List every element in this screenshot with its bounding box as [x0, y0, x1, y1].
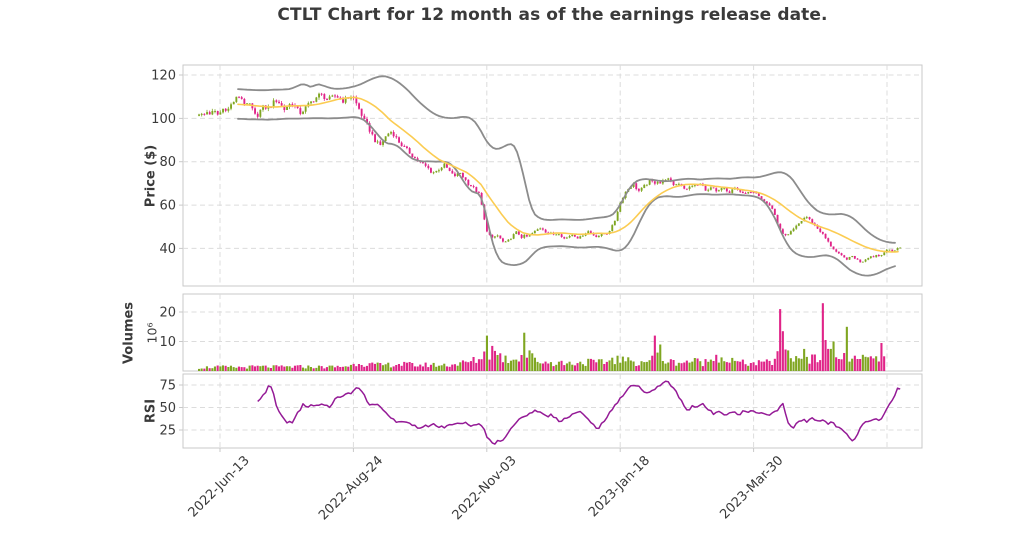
axis-tick-marks — [179, 74, 755, 452]
rsi-axis-label: RSI — [143, 398, 159, 424]
rsi-panel — [182, 373, 923, 449]
volume-bars — [198, 303, 886, 372]
gridlines — [183, 65, 922, 448]
volume-scale-label: 10⁶ — [144, 322, 160, 344]
svg-text:100: 100 — [151, 112, 176, 127]
svg-text:10: 10 — [159, 335, 176, 350]
svg-text:75: 75 — [159, 379, 176, 394]
svg-text:50: 50 — [159, 401, 176, 416]
svg-text:25: 25 — [159, 424, 176, 439]
price-axis-label: Price ($) — [143, 144, 159, 208]
svg-text:120: 120 — [151, 69, 176, 84]
svg-text:40: 40 — [159, 242, 176, 257]
svg-text:2023-Mar-30: 2023-Mar-30 — [717, 453, 786, 522]
svg-text:2022-Aug-24: 2022-Aug-24 — [316, 453, 386, 523]
svg-text:80: 80 — [159, 155, 176, 170]
bollinger-lower-line — [237, 116, 896, 277]
svg-text:2022-Jun-13: 2022-Jun-13 — [186, 453, 253, 520]
bollinger-upper-line — [237, 75, 896, 244]
price-panel — [182, 64, 923, 287]
svg-text:60: 60 — [159, 199, 176, 214]
volume-axis-label: Volumes — [121, 301, 137, 365]
svg-text:2022-Nov-03: 2022-Nov-03 — [450, 453, 520, 523]
svg-text:2023-Jan-18: 2023-Jan-18 — [586, 453, 653, 520]
svg-text:20: 20 — [159, 306, 176, 321]
volume-panel — [182, 293, 923, 372]
moving-average-line — [237, 96, 899, 253]
rsi-line — [257, 380, 901, 445]
chart-title: CTLT Chart for 12 month as of the earnin… — [277, 5, 828, 25]
